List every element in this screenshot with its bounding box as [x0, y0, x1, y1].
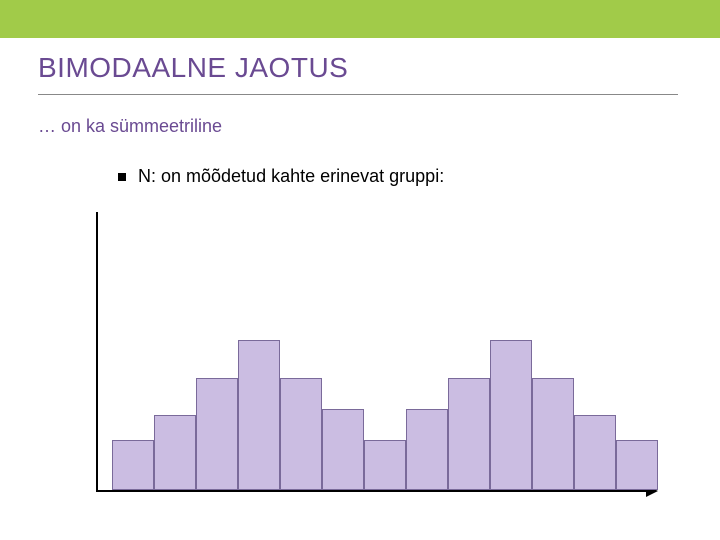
bullet-square-icon	[118, 173, 126, 181]
bar	[574, 415, 616, 490]
title-underline	[38, 94, 678, 95]
bar	[490, 340, 532, 490]
slide: BIMODAALNE JAOTUS … on ka sümmeetriline …	[0, 0, 720, 540]
bars-container	[112, 340, 658, 490]
bar	[616, 440, 658, 490]
page-title: BIMODAALNE JAOTUS	[38, 52, 348, 84]
bar	[364, 440, 406, 490]
histogram-chart	[96, 212, 656, 492]
bar	[238, 340, 280, 490]
bar	[448, 378, 490, 491]
bar	[280, 378, 322, 491]
y-axis	[96, 212, 98, 492]
x-axis	[96, 490, 656, 492]
subtitle: … on ka sümmeetriline	[38, 116, 222, 137]
bar	[532, 378, 574, 491]
bullet-item: N: on mõõdetud kahte erinevat gruppi:	[118, 166, 444, 187]
bar	[112, 440, 154, 490]
top-accent-band	[0, 0, 720, 38]
bar	[154, 415, 196, 490]
bar	[406, 409, 448, 490]
bar	[322, 409, 364, 490]
bar	[196, 378, 238, 491]
bullet-text: N: on mõõdetud kahte erinevat gruppi:	[138, 166, 444, 186]
